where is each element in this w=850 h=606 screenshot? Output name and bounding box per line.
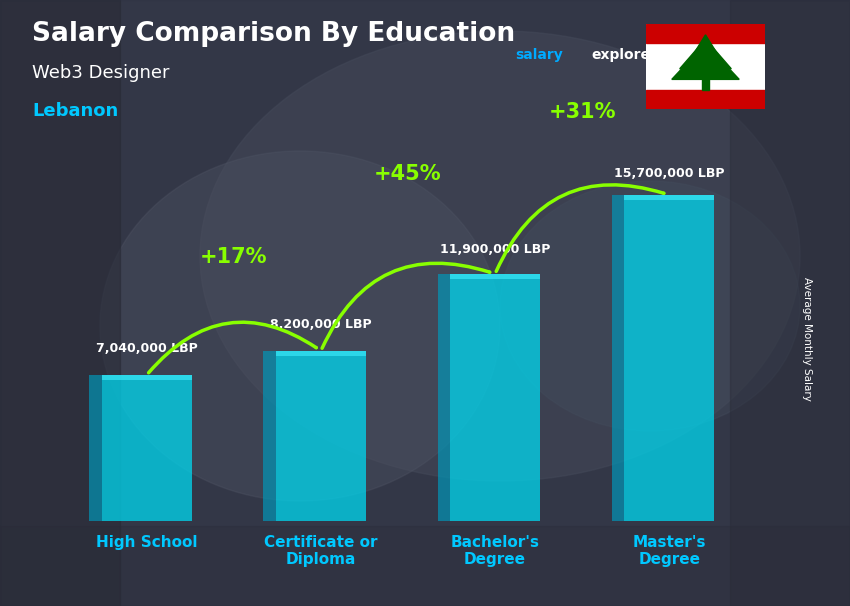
Text: salary: salary [515,47,564,62]
Text: 15,700,000 LBP: 15,700,000 LBP [614,167,724,181]
Bar [450,274,541,279]
Bar [646,90,765,109]
Text: .com: .com [695,47,733,62]
Ellipse shape [500,181,800,431]
Text: explorer: explorer [592,47,657,62]
Bar [646,24,765,43]
Text: 11,900,000 LBP: 11,900,000 LBP [440,243,550,256]
Bar [275,351,366,521]
Bar [264,351,275,521]
Bar [101,375,192,381]
FancyArrowPatch shape [322,263,490,348]
Polygon shape [672,43,740,79]
Bar [730,0,850,606]
Bar [438,274,450,521]
Text: +31%: +31% [548,102,616,122]
Text: 7,040,000 LBP: 7,040,000 LBP [96,342,198,355]
Text: 8,200,000 LBP: 8,200,000 LBP [270,318,371,331]
Text: +45%: +45% [374,164,442,184]
Bar [89,375,101,521]
Bar [450,274,541,521]
Bar [624,195,715,521]
Text: +17%: +17% [200,247,268,267]
Bar [0,526,850,606]
Text: Salary Comparison By Education: Salary Comparison By Education [32,21,515,47]
Ellipse shape [100,151,500,501]
Text: Web3 Designer: Web3 Designer [32,64,169,82]
Bar [612,195,624,521]
Bar [101,375,192,521]
Text: Lebanon: Lebanon [32,102,118,119]
Bar [0,0,120,606]
FancyArrowPatch shape [496,185,664,271]
Ellipse shape [200,31,800,481]
Bar [624,195,715,201]
Text: Average Monthly Salary: Average Monthly Salary [802,278,813,401]
Polygon shape [680,39,731,69]
Bar [701,79,710,90]
Bar [275,351,366,356]
Polygon shape [689,35,722,61]
FancyArrowPatch shape [149,322,316,373]
